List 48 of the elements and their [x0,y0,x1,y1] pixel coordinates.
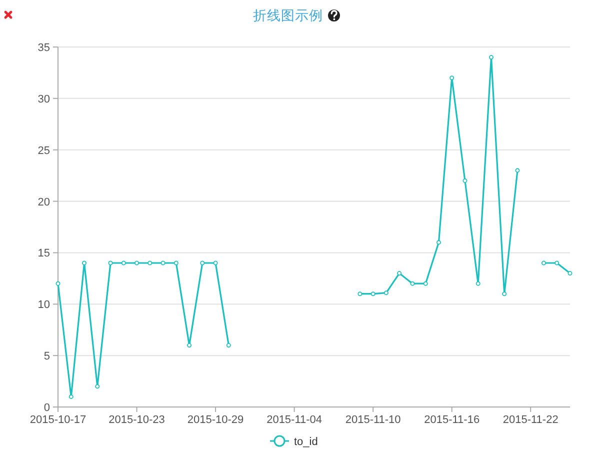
y-tick-label: 0 [44,402,50,414]
x-tick-label: 2015-10-29 [187,414,244,426]
point [213,260,218,266]
y-tick-label: 5 [44,350,50,363]
point [134,260,140,266]
point [436,240,441,245]
point [358,292,362,296]
point [384,290,388,296]
point [56,281,60,286]
point [462,178,468,183]
point [488,55,494,60]
point [410,281,415,286]
point [515,168,520,173]
point [121,260,126,266]
x-tick-label: 2015-10-23 [108,414,165,426]
point [108,260,113,266]
y-tick-label: 10 [38,299,50,312]
point [226,343,231,348]
point [148,260,152,266]
y-tick-label: 25 [38,144,50,157]
point [568,271,572,276]
x-tick-label: 2015-10-17 [30,414,86,426]
point [541,260,546,266]
point [450,76,454,80]
y-tick-label: 15 [38,248,50,260]
point [82,260,87,266]
point [476,281,480,286]
point [200,260,205,266]
x-tick-label: 2015-11-10 [345,414,401,426]
x-tick-label: 2015-11-22 [502,414,558,426]
x-tick-label: 2015-11-16 [424,414,480,426]
y-tick-label: 20 [38,196,50,208]
point [397,271,402,276]
point [502,292,507,296]
x-tick-label: 2015-11-04 [266,414,322,426]
point [68,394,74,399]
point [554,260,560,266]
y-tick-label: 35 [38,42,50,54]
point [187,343,192,348]
point [174,260,178,266]
legend: to_id [270,435,318,448]
title: 折线图示例 [253,8,323,23]
point [370,292,376,296]
legend-label: to_id [294,436,318,448]
point [160,260,166,266]
point [95,384,100,389]
y-tick-label: 30 [38,93,50,106]
point [423,281,428,286]
